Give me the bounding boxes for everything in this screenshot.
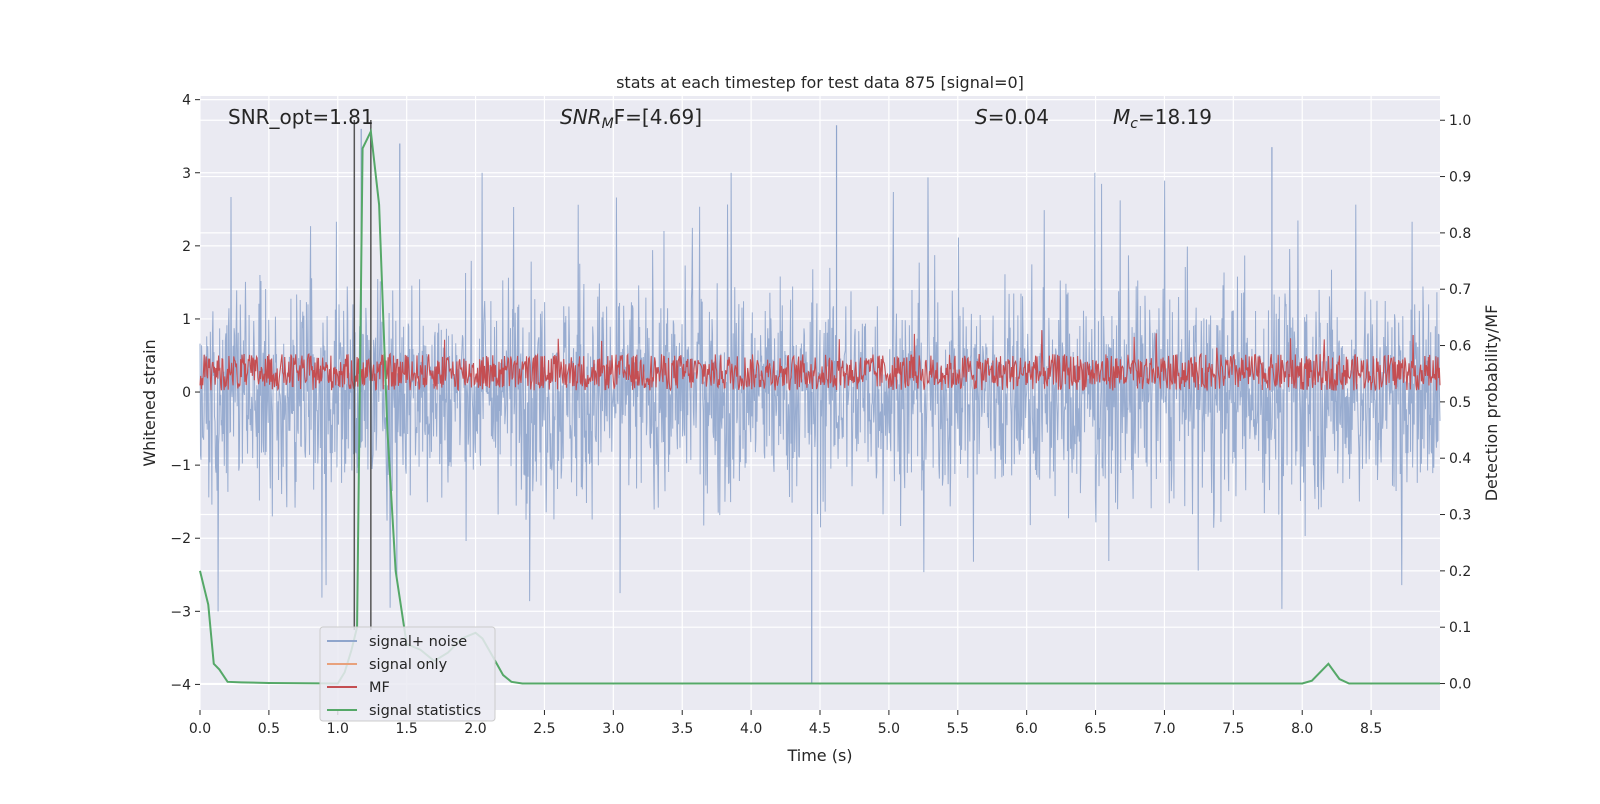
x-tick-label: 0.5	[258, 721, 280, 737]
snr-mf-rest: F=[4.69]	[614, 105, 702, 129]
annotation-snr-opt: SNR_opt=1.81	[228, 105, 374, 129]
y-tick-label-right: 0.6	[1449, 339, 1471, 355]
legend-label-mf: MF	[369, 680, 390, 696]
y-tick-label-right: 0.3	[1449, 508, 1471, 524]
legend: signal+ noise signal only MF signal stat…	[319, 626, 496, 722]
annotation-s: S=0.04	[975, 105, 1049, 129]
x-tick-label: 8.5	[1360, 721, 1382, 737]
y-tick-label-right: 0.2	[1449, 564, 1471, 580]
y-tick-label-right: 0.8	[1449, 226, 1471, 242]
x-tick-label: 6.0	[1016, 721, 1038, 737]
snr-mf-base: SNR	[560, 105, 602, 129]
s-var: S	[975, 105, 988, 129]
x-tick-label: 6.5	[1084, 721, 1106, 737]
snr-mf-sub: M	[602, 116, 614, 132]
x-tick-label: 2.5	[533, 721, 555, 737]
legend-label-noise: signal+ noise	[369, 634, 467, 650]
y-tick-label-right: 0.5	[1449, 395, 1471, 411]
x-tick-label: 5.5	[947, 721, 969, 737]
y-tick-label-left: −3	[170, 604, 191, 620]
y-tick-label-left: 0	[182, 385, 191, 401]
legend-label-stats: signal statistics	[369, 703, 481, 719]
x-tick-label: 3.5	[671, 721, 693, 737]
axis-ticks: 0.0 0.5 1.0 1.5 2.0 2.5 3.0 3.5 4.0 4.5 5.0 5.5 6.0 6…	[170, 93, 1471, 737]
y-tick-label-left: −4	[170, 677, 191, 693]
y-tick-label-right: 0.7	[1449, 282, 1471, 298]
x-tick-label: 3.0	[602, 721, 624, 737]
y-tick-label-left: 4	[182, 93, 191, 109]
y-tick-label-right: 0.1	[1449, 620, 1471, 636]
x-tick-label: 0.0	[189, 721, 211, 737]
y-tick-label-left: −2	[170, 531, 191, 547]
annotation-mc: Mc=18.19	[1113, 105, 1212, 132]
legend-label-signal: signal only	[369, 657, 448, 673]
mf-line	[199, 330, 1441, 392]
y-axis-label-right: Detection probability/MF	[1482, 305, 1501, 502]
y-axis-label-left: Whitened strain	[140, 339, 159, 466]
mc-rest: =18.19	[1138, 105, 1212, 129]
y-tick-label-right: 0.9	[1449, 170, 1471, 186]
legend-box	[319, 626, 496, 722]
mc-base: M	[1113, 105, 1130, 129]
x-tick-label: 4.5	[809, 721, 831, 737]
x-tick-label: 7.5	[1222, 721, 1244, 737]
x-tick-label: 5.0	[878, 721, 900, 737]
y-tick-label-right: 0.0	[1449, 677, 1471, 693]
s-rest: =0.04	[988, 105, 1049, 129]
x-axis-label: Time (s)	[786, 746, 852, 765]
mf-series	[199, 330, 1441, 392]
x-tick-label: 8.0	[1291, 721, 1313, 737]
y-tick-label-left: 3	[182, 166, 191, 182]
x-tick-label: 1.0	[327, 721, 349, 737]
x-tick-label: 1.5	[396, 721, 418, 737]
y-tick-label-left: 1	[182, 312, 191, 328]
y-tick-label-left: −1	[170, 458, 191, 474]
x-tick-label: 2.0	[464, 721, 486, 737]
x-tick-label: 7.0	[1153, 721, 1175, 737]
y-tick-label-left: 2	[182, 239, 191, 255]
y-tick-label-right: 1.0	[1449, 113, 1471, 129]
x-tick-label: 4.0	[740, 721, 762, 737]
y-tick-label-right: 0.4	[1449, 451, 1471, 467]
mc-sub: c	[1130, 116, 1138, 132]
vertical-markers	[353, 120, 372, 630]
chart-title: stats at each timestep for test data 875…	[616, 73, 1024, 92]
annotation-snr-mf: SNRMF=[4.69]	[560, 105, 702, 132]
